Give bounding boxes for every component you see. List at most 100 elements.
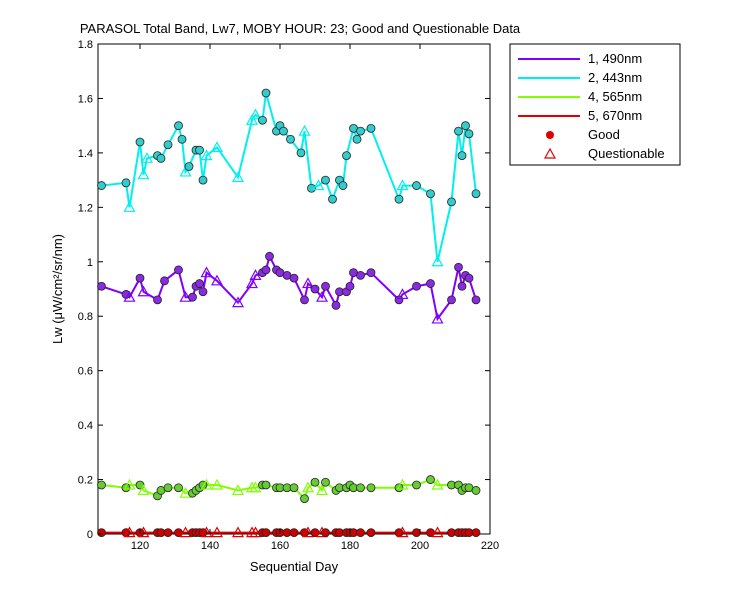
good-point <box>153 295 162 305</box>
y-tick-label: 0.8 <box>78 311 93 323</box>
good-point <box>195 279 204 288</box>
legend-label: 1, 490nm <box>588 51 642 66</box>
good-point <box>160 276 169 286</box>
legend-label: 2, 443nm <box>588 70 642 85</box>
good-point <box>356 126 365 136</box>
good-point <box>307 183 316 193</box>
series-3 <box>97 475 481 504</box>
chart-title: PARASOL Total Band, Lw7, MOBY HOUR: 23; … <box>80 21 521 36</box>
questionable-point <box>431 255 444 267</box>
good-point <box>174 483 183 493</box>
good-point <box>321 175 330 185</box>
good-point <box>121 483 131 493</box>
questionable-point <box>249 526 262 538</box>
y-tick-label: 1 <box>87 257 93 269</box>
good-point <box>394 483 404 493</box>
good-point <box>163 528 173 538</box>
good-point <box>464 129 474 139</box>
questionable-point <box>210 526 224 538</box>
good-point <box>163 140 173 150</box>
questionable-point <box>301 277 315 289</box>
y-tick-label: 0.4 <box>78 420 93 432</box>
legend-item-6: Questionable <box>543 146 665 161</box>
good-point <box>296 148 306 158</box>
good-point <box>447 295 456 305</box>
questionable-point <box>431 478 444 490</box>
legend-label: 4, 565nm <box>588 89 642 104</box>
questionable-point <box>179 486 192 498</box>
questionable-point <box>123 478 136 490</box>
good-point <box>366 268 376 278</box>
questionable-point <box>249 269 262 280</box>
good-point <box>310 284 320 294</box>
good-point <box>426 279 435 288</box>
questionable-point <box>301 481 315 493</box>
good-point <box>338 181 348 190</box>
questionable-point <box>179 290 192 302</box>
legend-label: Questionable <box>588 146 665 161</box>
y-tick-label: 0.2 <box>78 475 93 487</box>
questionable-point <box>231 296 245 308</box>
good-point <box>461 121 470 131</box>
plot-area <box>97 43 491 535</box>
questionable-point <box>210 478 224 490</box>
good-point <box>342 151 351 161</box>
y-tick-label: 1.6 <box>78 93 93 105</box>
questionable-point <box>312 179 325 191</box>
y-tick-label: 1.2 <box>78 202 93 214</box>
x-axis-label: Sequential Day <box>250 559 339 574</box>
series-layer <box>97 88 481 538</box>
questionable-point <box>210 141 224 153</box>
questionable-point <box>231 526 245 538</box>
good-point <box>97 281 106 291</box>
tick-layer: 120 140 160 180 200 220 0 0.2 0.4 0.6 0.8 1 1.2 1.4 1.… <box>78 39 499 552</box>
x-tick-label: 120 <box>131 540 149 552</box>
good-point <box>188 292 197 302</box>
series-1 <box>97 251 481 324</box>
legend-swatch-circle <box>546 131 554 139</box>
y-axis-label: Lw (μW/cm²/sr/nm) <box>50 234 65 344</box>
x-tick-label: 140 <box>201 540 219 552</box>
good-point <box>356 483 365 493</box>
questionable-point <box>210 274 224 286</box>
good-point <box>121 178 131 188</box>
good-point <box>174 265 183 275</box>
good-point <box>321 281 330 291</box>
questionable-point <box>123 526 136 538</box>
good-point <box>321 528 330 538</box>
good-point <box>135 273 145 283</box>
good-point <box>310 477 320 487</box>
legend-item-3: 4, 565nm <box>518 89 642 104</box>
good-point <box>454 126 463 136</box>
good-point <box>471 295 481 305</box>
good-point <box>156 153 166 163</box>
questionable-point <box>315 290 329 302</box>
good-point <box>198 287 208 297</box>
good-point <box>97 528 106 538</box>
questionable-point <box>137 526 150 538</box>
good-point <box>366 528 376 538</box>
legend-item-5: Good <box>546 127 620 142</box>
questionable-point <box>123 201 136 212</box>
questionable-point <box>231 171 245 182</box>
good-point <box>356 528 365 538</box>
questionable-point <box>200 149 213 161</box>
legend-swatch-triangle <box>543 147 557 159</box>
good-point <box>328 194 337 204</box>
good-point <box>261 480 271 490</box>
questionable-point <box>200 266 213 278</box>
good-point <box>426 475 435 484</box>
legend-label: Good <box>588 127 620 142</box>
good-point <box>366 483 376 493</box>
questionable-point <box>249 481 262 493</box>
questionable-point <box>245 277 259 289</box>
good-point <box>366 123 376 133</box>
good-point <box>412 281 421 291</box>
good-point <box>426 189 435 199</box>
questionable-point <box>396 526 409 538</box>
questionable-point <box>123 290 136 302</box>
questionable-point <box>249 108 262 120</box>
questionable-point <box>315 484 329 496</box>
good-point <box>394 194 404 204</box>
good-point <box>163 483 173 493</box>
